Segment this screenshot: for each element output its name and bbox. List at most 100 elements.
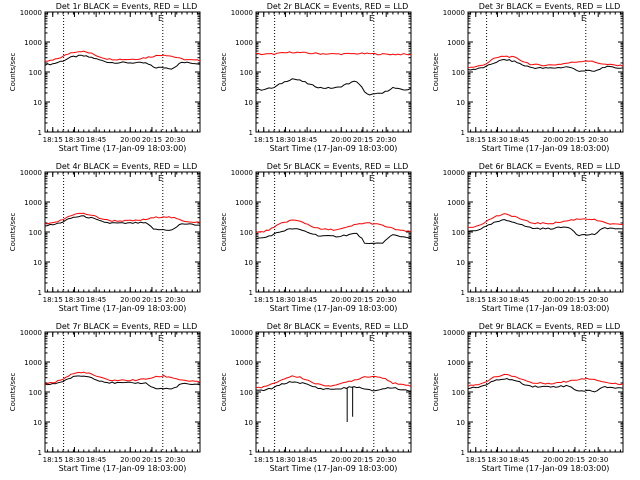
y-axis-label: Counts/sec xyxy=(9,213,17,252)
y-tick-label: 1 xyxy=(38,129,42,137)
panel-1: Det 1r BLACK = Events, RED = LLD E 1 10 100 1… xyxy=(9,2,201,153)
y-tick-label: 10 xyxy=(33,99,42,107)
x-tick-label: 20:00 xyxy=(331,296,351,304)
y-tick-label: 100 xyxy=(29,69,42,77)
x-axis-label: Start Time (17-Jan-09 18:03:00) xyxy=(270,304,398,313)
corner-mark: E xyxy=(158,334,163,343)
panel-title: Det 3r BLACK = Events, RED = LLD xyxy=(479,2,621,11)
y-axis-label: Counts/sec xyxy=(432,53,440,92)
x-tick-label: 20:30 xyxy=(376,456,396,464)
y-tick-label: 1000 xyxy=(24,359,42,367)
y-tick-label: 1 xyxy=(461,129,465,137)
x-tick-label: 18:45 xyxy=(297,136,317,144)
plot-frame xyxy=(44,331,201,453)
x-tick-label: 20:15 xyxy=(142,296,162,304)
x-tick-label: 20:30 xyxy=(165,296,185,304)
x-tick-label: 20:15 xyxy=(142,456,162,464)
corner-mark: E xyxy=(369,174,374,183)
corner-mark: E xyxy=(369,334,374,343)
x-tick-label: 18:45 xyxy=(509,136,529,144)
panel-9: Det 9r BLACK = Events, RED = LLD E 1 10 100 1… xyxy=(432,322,624,473)
x-tick-label: 18:45 xyxy=(86,456,106,464)
series-line-events xyxy=(255,228,411,245)
x-tick-label: 20:15 xyxy=(565,456,585,464)
series-line-events xyxy=(467,218,624,237)
x-tick-label: 18:30 xyxy=(487,296,507,304)
x-tick-label: 18:30 xyxy=(275,136,295,144)
x-tick-label: 18:45 xyxy=(86,296,106,304)
x-tick-label: 20:15 xyxy=(565,296,585,304)
x-axis-label: Start Time (17-Jan-09 18:03:00) xyxy=(59,464,187,473)
x-tick-label: 20:00 xyxy=(331,456,351,464)
x-tick-label: 20:15 xyxy=(142,136,162,144)
y-axis-label: Counts/sec xyxy=(9,373,17,412)
plot-frame xyxy=(467,331,624,453)
y-axis-label: Counts/sec xyxy=(220,373,228,412)
x-tick-label: 20:15 xyxy=(565,136,585,144)
y-tick-label: 10000 xyxy=(20,169,42,177)
series-line-events xyxy=(255,381,412,392)
panel-title: Det 2r BLACK = Events, RED = LLD xyxy=(267,2,409,11)
y-tick-label: 10 xyxy=(33,419,42,427)
x-tick-label: 18:15 xyxy=(466,136,486,144)
x-tick-label: 18:15 xyxy=(43,456,63,464)
plot-frame xyxy=(255,11,412,133)
series-line-lld xyxy=(467,373,624,388)
y-tick-label: 10000 xyxy=(443,329,465,337)
series-line-events xyxy=(44,375,201,390)
x-tick-label: 20:00 xyxy=(120,456,140,464)
panel-3: Det 3r BLACK = Events, RED = LLD E 1 10 100 1… xyxy=(432,2,624,153)
x-tick-label: 18:15 xyxy=(254,456,274,464)
x-tick-label: 18:45 xyxy=(86,136,106,144)
plot-frame xyxy=(44,11,201,133)
y-tick-label: 10 xyxy=(456,419,465,427)
y-tick-label: 100 xyxy=(452,229,465,237)
y-tick-label: 100 xyxy=(29,229,42,237)
y-tick-label: 100 xyxy=(452,389,465,397)
panel-2: Det 2r BLACK = Events, RED = LLD E 1 10 100 1… xyxy=(220,2,412,153)
x-tick-label: 20:30 xyxy=(376,136,396,144)
series-line-lld xyxy=(44,371,201,385)
x-axis-label: Start Time (17-Jan-09 18:03:00) xyxy=(482,304,610,313)
x-tick-label: 20:00 xyxy=(120,296,140,304)
x-tick-label: 20:15 xyxy=(353,296,373,304)
series-line-lld xyxy=(468,213,624,228)
y-tick-label: 100 xyxy=(240,69,253,77)
y-axis-label: Counts/sec xyxy=(432,373,440,412)
y-tick-label: 10000 xyxy=(443,9,465,17)
x-axis-label: Start Time (17-Jan-09 18:03:00) xyxy=(59,304,187,313)
y-tick-label: 1000 xyxy=(235,199,253,207)
y-tick-label: 1000 xyxy=(235,359,253,367)
y-tick-label: 1000 xyxy=(235,39,253,47)
x-tick-label: 20:15 xyxy=(353,456,373,464)
y-tick-label: 10000 xyxy=(443,169,465,177)
x-tick-label: 20:00 xyxy=(331,136,351,144)
panel-5: Det 5r BLACK = Events, RED = LLD E 1 10 100 1… xyxy=(220,162,412,313)
x-axis-label: Start Time (17-Jan-09 18:03:00) xyxy=(59,144,187,153)
plot-frame xyxy=(255,331,412,453)
series-line-events xyxy=(255,78,412,96)
series-line-lld xyxy=(44,50,201,62)
y-tick-label: 10 xyxy=(456,99,465,107)
x-tick-label: 18:30 xyxy=(64,136,84,144)
x-tick-label: 18:15 xyxy=(254,136,274,144)
y-tick-label: 1 xyxy=(461,289,465,297)
corner-mark: E xyxy=(369,14,374,23)
y-tick-label: 1 xyxy=(461,449,465,457)
x-tick-label: 18:15 xyxy=(43,136,63,144)
y-tick-label: 10 xyxy=(244,259,253,267)
series-line-lld xyxy=(255,219,412,233)
x-tick-label: 18:15 xyxy=(43,296,63,304)
y-tick-label: 1000 xyxy=(24,199,42,207)
panel-title: Det 9r BLACK = Events, RED = LLD xyxy=(479,322,621,331)
x-axis-label: Start Time (17-Jan-09 18:03:00) xyxy=(270,464,398,473)
panel-title: Det 8r BLACK = Events, RED = LLD xyxy=(267,322,409,331)
x-tick-label: 18:45 xyxy=(297,296,317,304)
x-tick-label: 20:00 xyxy=(543,296,563,304)
x-tick-label: 20:00 xyxy=(543,456,563,464)
y-tick-label: 10000 xyxy=(231,169,253,177)
x-tick-label: 18:45 xyxy=(509,456,529,464)
panel-title: Det 5r BLACK = Events, RED = LLD xyxy=(267,162,409,171)
panel-6: Det 6r BLACK = Events, RED = LLD E 1 10 100 1… xyxy=(432,162,624,313)
